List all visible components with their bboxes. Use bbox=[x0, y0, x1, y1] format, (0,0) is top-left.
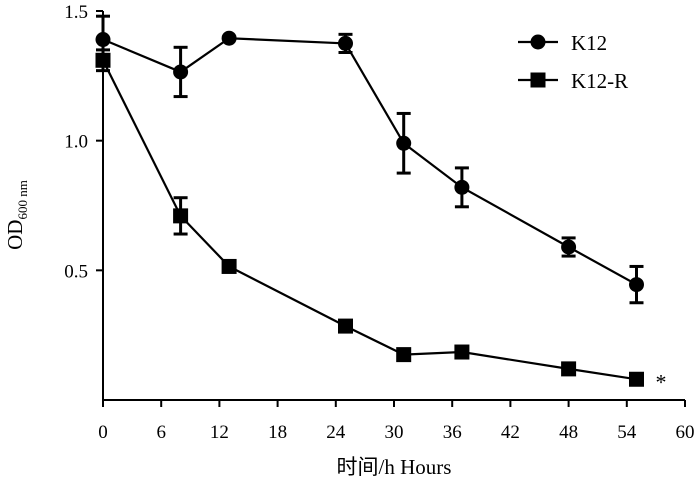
x-tick-label: 54 bbox=[617, 422, 637, 443]
legend-item-k12: K12 bbox=[518, 31, 607, 55]
data-point bbox=[629, 371, 644, 387]
y-tick-label: 1.0 bbox=[64, 132, 88, 153]
series-k12 bbox=[95, 14, 644, 305]
legend-label: K12-R bbox=[571, 69, 628, 93]
x-tick-label: 0 bbox=[98, 422, 108, 443]
data-point bbox=[338, 35, 353, 51]
data-point bbox=[173, 64, 189, 80]
x-tick-label: 18 bbox=[268, 422, 287, 443]
data-point bbox=[396, 135, 412, 151]
y-axis-title: OD600 nm bbox=[3, 180, 30, 250]
data-point bbox=[221, 30, 237, 46]
data-point bbox=[95, 52, 111, 68]
data-point bbox=[338, 318, 353, 334]
legend-label: K12 bbox=[571, 31, 607, 55]
significance-marker: * bbox=[656, 369, 667, 394]
data-point bbox=[95, 32, 111, 48]
y-tick-label: 1.5 bbox=[64, 2, 88, 23]
x-tick-label: 36 bbox=[443, 422, 462, 443]
data-point bbox=[454, 179, 470, 195]
x-axis-title: 时间/h Hours bbox=[337, 455, 452, 479]
x-tick-label: 30 bbox=[385, 422, 404, 443]
data-point bbox=[221, 258, 237, 274]
series-line bbox=[102, 59, 637, 381]
data-marks: * bbox=[95, 14, 667, 394]
data-point bbox=[173, 208, 189, 224]
data-point bbox=[396, 347, 412, 363]
data-point bbox=[629, 277, 644, 293]
legend-marker bbox=[530, 34, 546, 50]
data-point bbox=[561, 361, 577, 377]
series-line bbox=[102, 37, 638, 286]
x-tick-label: 6 bbox=[156, 422, 166, 443]
legend-item-k12-r: K12-R bbox=[518, 69, 628, 93]
x-tick-label: 60 bbox=[676, 422, 695, 443]
data-point bbox=[454, 344, 470, 360]
axes: 0 6 12 18 24 30 36 42 48 54 60 0.5 1.0 1.5 bbox=[64, 2, 694, 443]
x-tick-label: 42 bbox=[501, 422, 520, 443]
x-tick-label: 24 bbox=[326, 422, 346, 443]
series-k12-r bbox=[95, 48, 644, 387]
legend-marker bbox=[530, 72, 546, 88]
y-tick-label: 0.5 bbox=[64, 261, 88, 282]
x-tick-label: 48 bbox=[559, 422, 578, 443]
x-tick-label: 12 bbox=[210, 422, 229, 443]
y-axis-title-subscript: 600 nm bbox=[15, 180, 30, 219]
legend: K12 K12-R bbox=[518, 31, 628, 93]
y-axis-title-main: OD bbox=[3, 220, 27, 250]
data-point bbox=[561, 239, 577, 255]
